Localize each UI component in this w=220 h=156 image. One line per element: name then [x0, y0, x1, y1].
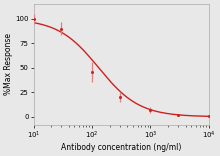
X-axis label: Antibody concentration (ng/ml): Antibody concentration (ng/ml) [61, 143, 182, 152]
Y-axis label: %Max Response: %Max Response [4, 33, 13, 95]
